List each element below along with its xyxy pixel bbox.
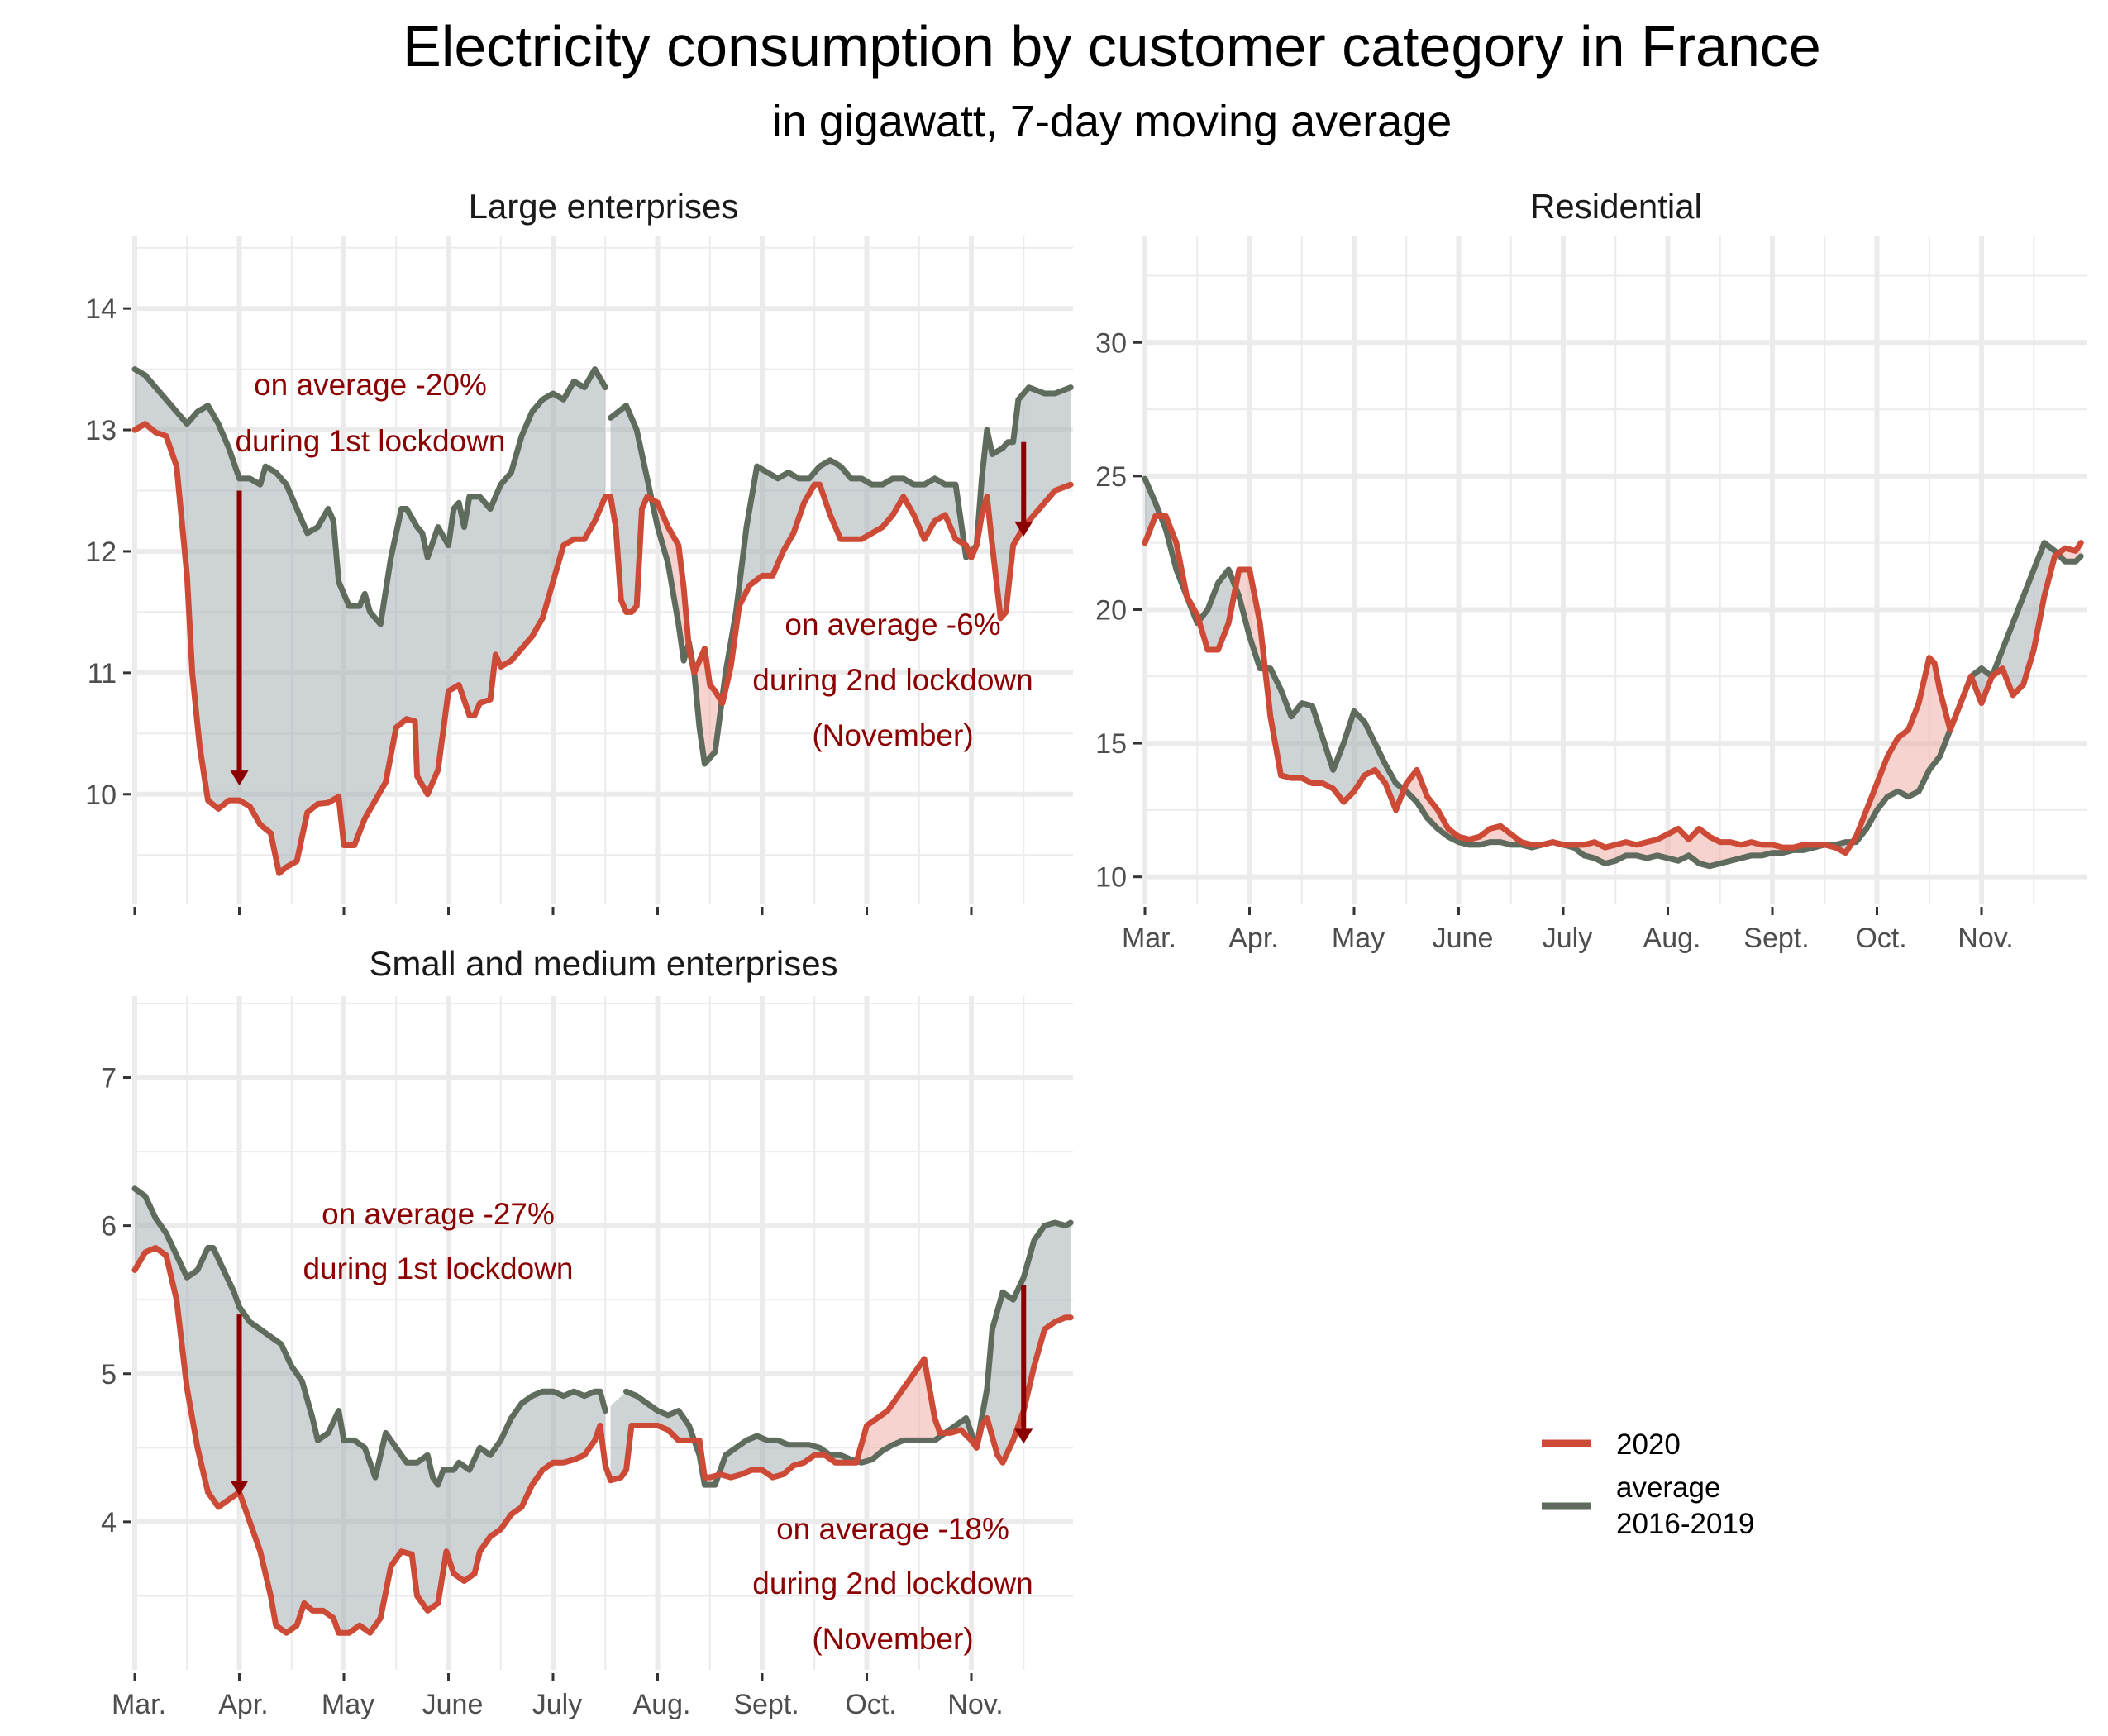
x-tick-label: Apr. (1228, 923, 1278, 954)
legend: 2020 average 2016-2019 (1542, 1428, 1754, 1540)
ribbon-above-average (1563, 828, 1825, 866)
legend-label-average-line1: average (1616, 1471, 1720, 1504)
y-tick-label: 6 (101, 1211, 117, 1242)
ribbon-below-average (1199, 570, 1236, 650)
y-tick-label: 25 (1095, 461, 1127, 493)
ribbon-above-average (1852, 657, 1951, 842)
annotation-text: (November) (812, 718, 973, 752)
panel-title: Small and medium enterprises (369, 944, 837, 983)
series-line-2020 (131, 1245, 1074, 1636)
x-tick-label: July (1543, 923, 1592, 954)
panel-residential: Residential 10 15 20 25 30 Mar. Apr. May June Jul… (1095, 187, 2087, 954)
ribbon-below-average (135, 369, 606, 874)
series-line-average (131, 366, 608, 627)
y-tick-label: 4 (101, 1507, 117, 1538)
panel-large-enterprises: Large enterprises 10 11 12 13 14 on average -… (85, 187, 1074, 915)
y-tick-label: 13 (85, 415, 117, 446)
annotation-text: on average -20% (254, 368, 487, 402)
grid (1142, 236, 2087, 904)
y-tick-label: 12 (85, 537, 117, 568)
y-tick-label: 10 (1095, 862, 1127, 894)
annotation-text: on average -27% (322, 1197, 555, 1231)
chart-title: Electricity consumption by customer cate… (403, 14, 1821, 79)
ribbon-below-average (722, 460, 965, 703)
ribbon-below-average (718, 1435, 857, 1478)
y-tick-label: 10 (85, 780, 117, 811)
x-tick-label: Sept. (733, 1689, 799, 1720)
x-tick-label: Aug. (633, 1689, 691, 1720)
y-tick-label: 14 (85, 293, 117, 325)
x-tick-label: Mar. (112, 1689, 166, 1720)
series-line-2020 (131, 421, 1074, 876)
annotation-arrowhead (1014, 521, 1033, 537)
chart-subtitle: in gigawatt, 7-day moving average (772, 97, 1452, 146)
x-tick-label: Apr. (218, 1689, 268, 1720)
y-tick-label: 15 (1095, 728, 1127, 760)
annotation-text: on average -18% (776, 1512, 1009, 1546)
annotation-arrowhead (230, 1481, 249, 1496)
y-tick-label: 5 (101, 1359, 117, 1390)
panel-small-medium-enterprises: Small and medium enterprises 4 5 6 7 Mar. Apr… (101, 944, 1074, 1720)
annotation-text: during 1st lockdown (235, 424, 505, 458)
x-tick-label: May (1332, 923, 1385, 954)
ribbon-above-average (856, 1358, 946, 1463)
x-tick-label: Aug. (1643, 923, 1701, 954)
annotation-arrowhead (1014, 1428, 1033, 1444)
series-line-average (1142, 475, 2084, 870)
annotation-text: on average -6% (785, 608, 1000, 641)
y-tick-label: 11 (88, 658, 117, 689)
x-tick-label: June (1433, 923, 1494, 954)
x-tick-label: June (422, 1689, 484, 1720)
x-tick-label: Nov. (947, 1689, 1003, 1720)
y-tick-label: 20 (1095, 594, 1127, 626)
x-tick-label: Oct. (1855, 923, 1906, 954)
legend-label-average-line2: 2016-2019 (1616, 1508, 1754, 1540)
panel-title: Large enterprises (469, 187, 739, 226)
x-tick-label: Sept. (1743, 923, 1809, 954)
x-tick-label: Oct. (845, 1689, 896, 1720)
panel-title: Residential (1530, 187, 1702, 226)
annotation-text: during 1st lockdown (303, 1252, 573, 1285)
annotation-text: during 2nd lockdown (752, 1567, 1033, 1600)
ribbon-below-average (1950, 542, 2058, 730)
series-line-average (131, 1185, 608, 1488)
annotation-text: (November) (812, 1622, 973, 1656)
y-tick-label: 7 (101, 1063, 117, 1095)
x-tick-label: May (322, 1689, 374, 1720)
series-line-2020 (1142, 513, 2084, 856)
ribbon-above-average (1235, 570, 1266, 669)
x-tick-label: Nov. (1958, 923, 2013, 954)
annotation-arrowhead (230, 770, 249, 786)
ribbon-below-average (1265, 668, 1405, 810)
annotation-text: during 2nd lockdown (752, 663, 1033, 697)
ribbon-below-average (945, 1223, 1071, 1463)
legend-label-2020: 2020 (1616, 1428, 1681, 1461)
x-tick-label: July (532, 1689, 582, 1720)
x-tick-label: Mar. (1122, 923, 1176, 954)
y-tick-label: 30 (1095, 327, 1127, 359)
